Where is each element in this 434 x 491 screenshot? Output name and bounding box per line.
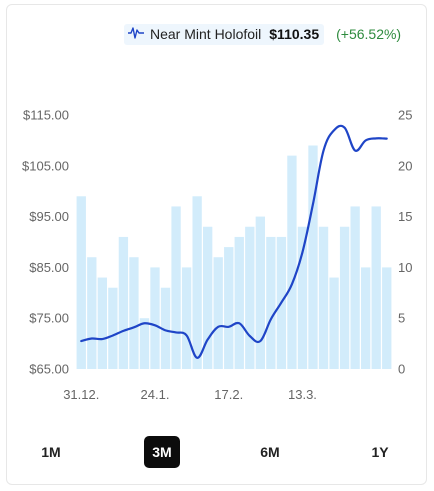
volume-bar xyxy=(139,318,150,369)
volume-bar xyxy=(234,236,244,369)
volume-bar xyxy=(245,226,255,369)
range-button-3m[interactable]: 3M xyxy=(144,436,180,468)
left-axis-tick-label: $95.00 xyxy=(29,209,69,224)
volume-bar xyxy=(318,226,329,369)
x-axis: 31.12. 24.1. 17.2. 13.3. xyxy=(63,387,317,402)
x-axis-tick-label: 31.12. xyxy=(63,387,99,402)
left-axis-tick-label: $75.00 xyxy=(29,311,69,326)
volume-bar xyxy=(224,247,234,369)
volume-bar xyxy=(171,206,181,369)
range-button-6m[interactable]: 6M xyxy=(252,436,288,468)
x-axis-tick-label: 24.1. xyxy=(141,387,170,402)
right-axis-tick-label: 10 xyxy=(398,260,412,275)
volume-bar xyxy=(329,277,339,369)
volume-bar xyxy=(160,287,171,369)
volume-bars xyxy=(76,145,392,369)
volume-bar xyxy=(350,206,360,369)
volume-bar xyxy=(255,216,265,369)
volume-bar xyxy=(287,155,297,369)
volume-bar xyxy=(371,206,381,369)
legend-series-toggle[interactable]: Near Mint Holofoil $110.35 xyxy=(124,23,325,45)
right-axis-tick-label: 0 xyxy=(398,362,405,377)
volume-bar xyxy=(213,257,223,369)
volume-bar xyxy=(361,267,371,369)
volume-bar xyxy=(308,145,318,369)
volume-bar xyxy=(192,196,202,369)
volume-bar xyxy=(181,267,192,369)
left-axis-tick-label: $85.00 xyxy=(29,260,69,275)
left-axis-tick-label: $115.00 xyxy=(23,108,69,123)
right-axis-tick-label: 15 xyxy=(398,209,412,224)
range-button-1y[interactable]: 1Y xyxy=(362,436,398,468)
volume-bar xyxy=(97,277,107,369)
line-chart-icon xyxy=(127,26,145,43)
right-axis-tick-label: 5 xyxy=(398,311,405,326)
right-axis-tick-label: 20 xyxy=(398,158,412,173)
legend-change: (+56.52%) xyxy=(336,26,402,42)
left-axis: $115.00 $105.00 $95.00 $85.00 $75.00 $65.00 xyxy=(22,108,69,377)
volume-bar xyxy=(108,287,118,369)
range-button-1m[interactable]: 1M xyxy=(33,436,69,468)
volume-bar xyxy=(203,226,213,369)
x-axis-tick-label: 13.3. xyxy=(288,387,317,402)
price-line xyxy=(80,124,388,359)
chart-legend: Near Mint Holofoil $110.35 (+56.52%) xyxy=(124,23,402,45)
legend-series-name: Near Mint Holofoil xyxy=(150,26,262,42)
volume-bar xyxy=(150,267,160,369)
legend-price: $110.35 xyxy=(269,26,320,42)
volume-bar xyxy=(129,257,139,369)
volume-bar xyxy=(339,226,350,369)
left-axis-tick-label: $65.00 xyxy=(29,362,69,377)
volume-bar xyxy=(382,267,392,369)
right-axis-tick-label: 25 xyxy=(398,108,412,123)
x-axis-tick-label: 17.2. xyxy=(214,387,243,402)
volume-bar xyxy=(266,236,276,369)
volume-bar xyxy=(76,196,86,369)
volume-bar xyxy=(87,257,97,369)
volume-bar xyxy=(297,226,308,369)
right-axis: 25 20 15 10 5 0 xyxy=(398,108,412,377)
left-axis-tick-label: $105.00 xyxy=(22,158,69,173)
time-range-selector: 1M 3M 6M 1Y xyxy=(0,436,434,468)
volume-bar xyxy=(118,236,129,369)
